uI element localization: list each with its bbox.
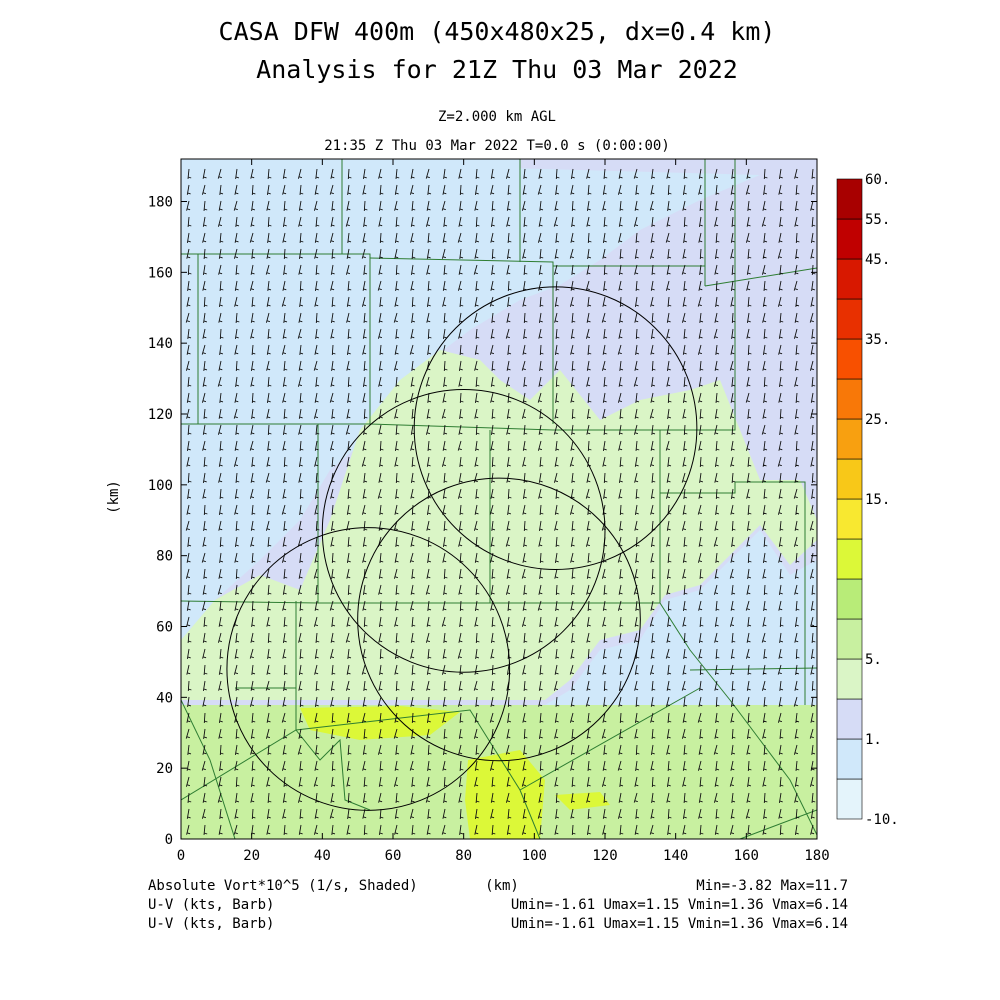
colorbar-label: 5. (865, 652, 882, 668)
y-axis-label: (km) (106, 480, 122, 514)
footer-wind-minmax-2: Umin=-1.61 Umax=1.15 Vmin=1.36 Vmax=6.14 (511, 916, 848, 932)
shading-region-yellowgreen (300, 706, 460, 740)
y-tick-label: 140 (148, 336, 173, 352)
radar-range-ring (226, 527, 511, 811)
colorbar-swatch (836, 618, 863, 660)
colorbar-swatch (836, 378, 863, 420)
colorbar-swatch (836, 458, 863, 500)
colorbar-label: 35. (865, 332, 890, 348)
colorbar-label: 45. (865, 252, 890, 268)
y-tick-label: 0 (165, 832, 173, 848)
x-tick-label: 140 (663, 848, 688, 864)
colorbar: -10. 1. 5. 15. 25. 35. 45. 55. 60. (836, 172, 899, 828)
colorbar-swatch (836, 738, 863, 780)
y-tick-label: 180 (148, 195, 173, 211)
shading-region-lightgreen (181, 350, 817, 700)
level-subtitle: Z=2.000 km AGL (438, 109, 556, 125)
y-tick-label: 40 (156, 690, 173, 706)
x-tick-label: 60 (385, 848, 402, 864)
x-tick-label: 180 (804, 848, 829, 864)
y-tick-label: 60 (156, 620, 173, 636)
colorbar-swatch (836, 338, 863, 380)
x-tick-label: 0 (177, 848, 185, 864)
colorbar-label: 25. (865, 412, 890, 428)
x-tick-label: 120 (592, 848, 617, 864)
colorbar-label: 60. (865, 172, 890, 188)
x-tick-label: 40 (314, 848, 331, 864)
footer-wind-label-1: U-V (kts, Barb) (148, 897, 274, 913)
y-tick-label: 160 (148, 265, 173, 281)
x-axis: 0 20 40 60 80 100 120 140 160 180 (177, 159, 830, 864)
plot-frame (180, 158, 818, 840)
wind-barbs (185, 168, 816, 836)
y-tick-label: 80 (156, 549, 173, 565)
colorbar-label: 55. (865, 212, 890, 228)
footer-x-unit: (km) (485, 878, 519, 894)
radar-range-ring (321, 389, 606, 673)
colorbar-swatch (836, 658, 863, 700)
radar-range-ring (357, 477, 641, 762)
colorbar-label: 1. (865, 732, 882, 748)
footer-field-label: Absolute Vort*10^5 (1/s, Shaded) (148, 878, 418, 894)
colorbar-swatch (836, 218, 863, 260)
time-subtitle: 21:35 Z Thu 03 Mar 2022 T=0.0 s (0:00:00… (324, 138, 670, 154)
radar-range-ring (413, 286, 698, 570)
barb-field (185, 168, 816, 836)
x-tick-label: 160 (734, 848, 759, 864)
radar-rings (226, 286, 698, 811)
colorbar-swatch (836, 698, 863, 740)
plot-area (181, 159, 817, 839)
footer-field-minmax: Min=-3.82 Max=11.7 (696, 878, 848, 894)
colorbar-label: -10. (865, 812, 899, 828)
footer-wind-label-2: U-V (kts, Barb) (148, 916, 274, 932)
x-tick-label: 20 (243, 848, 260, 864)
colorbar-swatch (836, 298, 863, 340)
colorbar-swatch (836, 778, 863, 820)
footer-wind-minmax-1: Umin=-1.61 Umax=1.15 Vmin=1.36 Vmax=6.14 (511, 897, 848, 913)
colorbar-label: 15. (865, 492, 890, 508)
colorbar-swatch (836, 498, 863, 540)
colorbar-swatch (836, 538, 863, 580)
colorbar-swatch (836, 258, 863, 300)
x-tick-label: 100 (522, 848, 547, 864)
colorbar-swatch (836, 578, 863, 620)
x-tick-label: 80 (455, 848, 472, 864)
title-line-1: CASA DFW 400m (450x480x25, dx=0.4 km) (219, 17, 776, 46)
y-tick-label: 120 (148, 407, 173, 423)
y-tick-label: 100 (148, 478, 173, 494)
title-line-2: Analysis for 21Z Thu 03 Mar 2022 (256, 55, 738, 84)
colorbar-swatch (836, 178, 863, 220)
y-axis: 0 20 40 60 80 100 120 140 160 180 (148, 195, 817, 848)
y-tick-label: 20 (156, 761, 173, 777)
shading-region-yellowgreen-3 (555, 792, 610, 810)
colorbar-swatch (836, 418, 863, 460)
shading-region-yellowgreen-2 (465, 750, 545, 839)
